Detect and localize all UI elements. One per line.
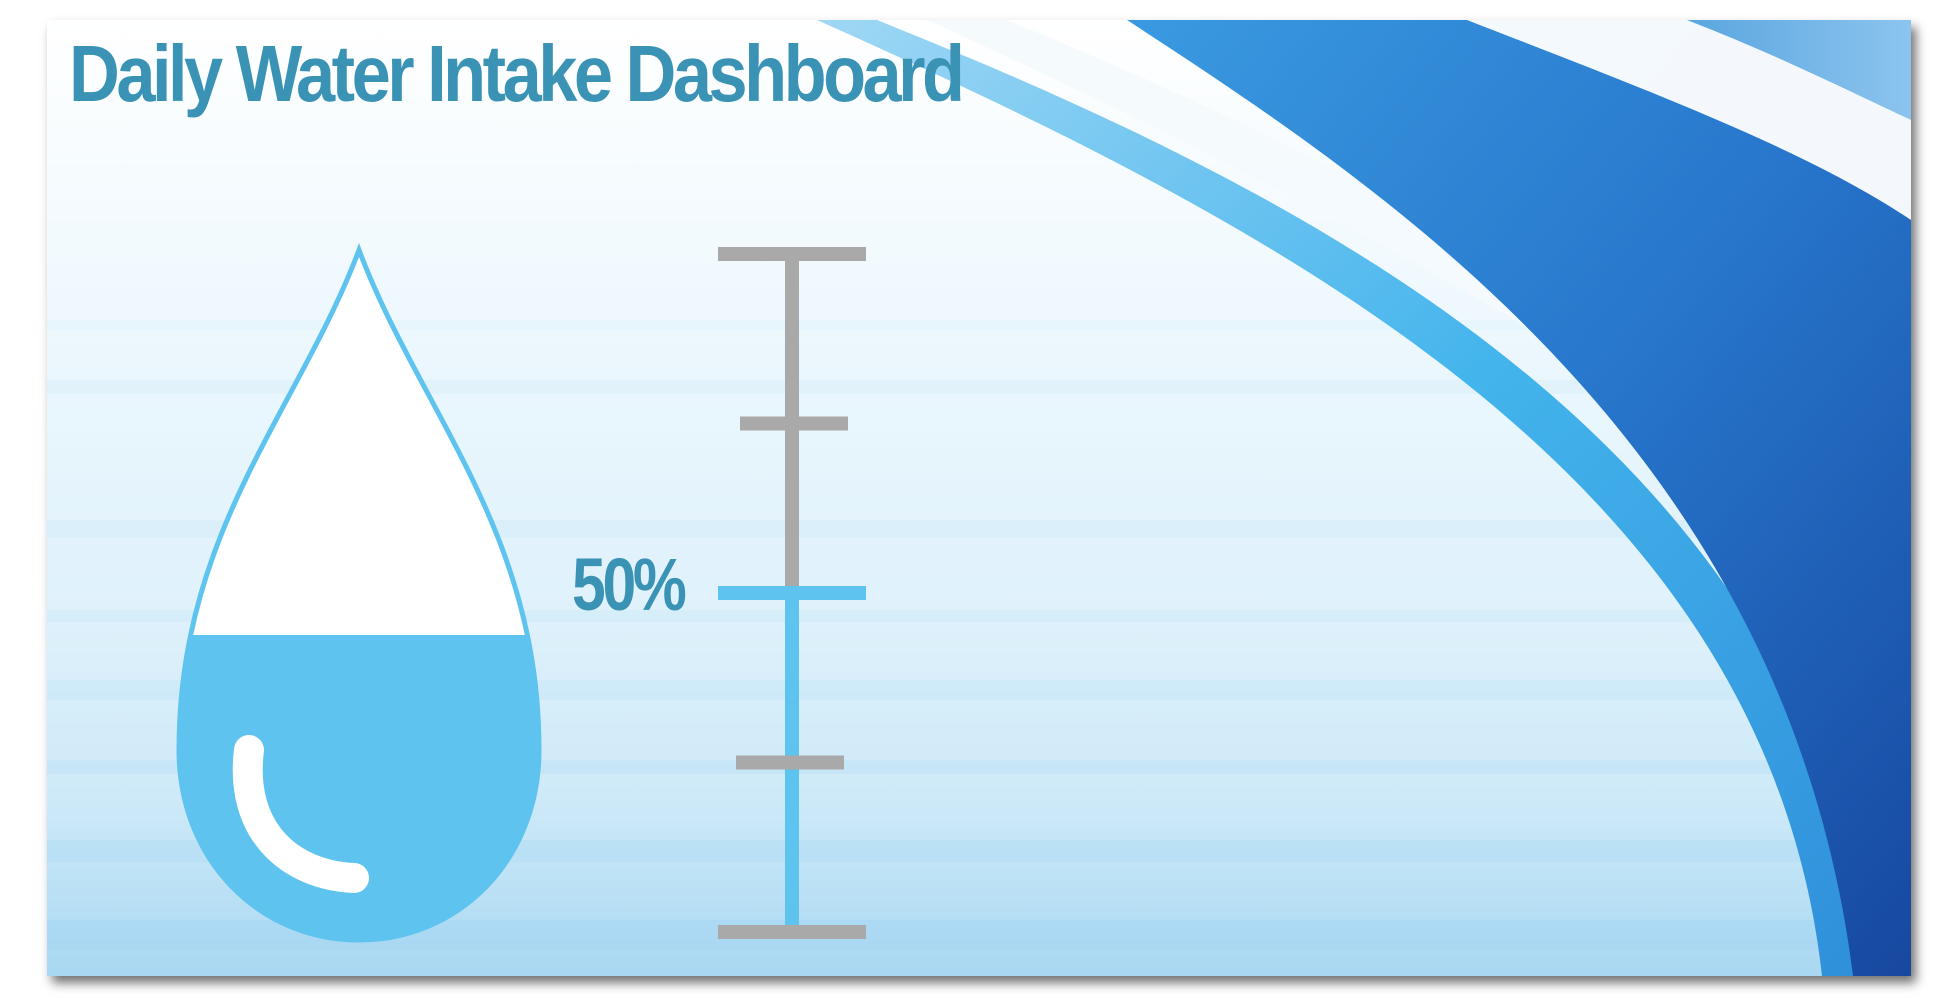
intake-gauge <box>718 247 866 939</box>
progress-percent-label: 50% <box>572 543 687 626</box>
page-title: Daily Water Intake Dashboard <box>69 29 965 118</box>
dashboard-card: Daily Water Intake Dashboard 50% <box>47 20 1911 976</box>
drop-highlight <box>232 735 369 893</box>
wave-dark-band <box>1127 20 1911 976</box>
corner-white-stripe <box>1467 20 1911 220</box>
gauge-level-marker <box>718 586 866 600</box>
gauge-tick <box>718 925 866 939</box>
gauge-tick <box>740 416 848 431</box>
gauge-tick <box>718 247 866 261</box>
gauge-tick <box>736 755 844 770</box>
water-drop-icon <box>176 242 542 943</box>
corner-blue-stripe <box>1687 20 1911 120</box>
